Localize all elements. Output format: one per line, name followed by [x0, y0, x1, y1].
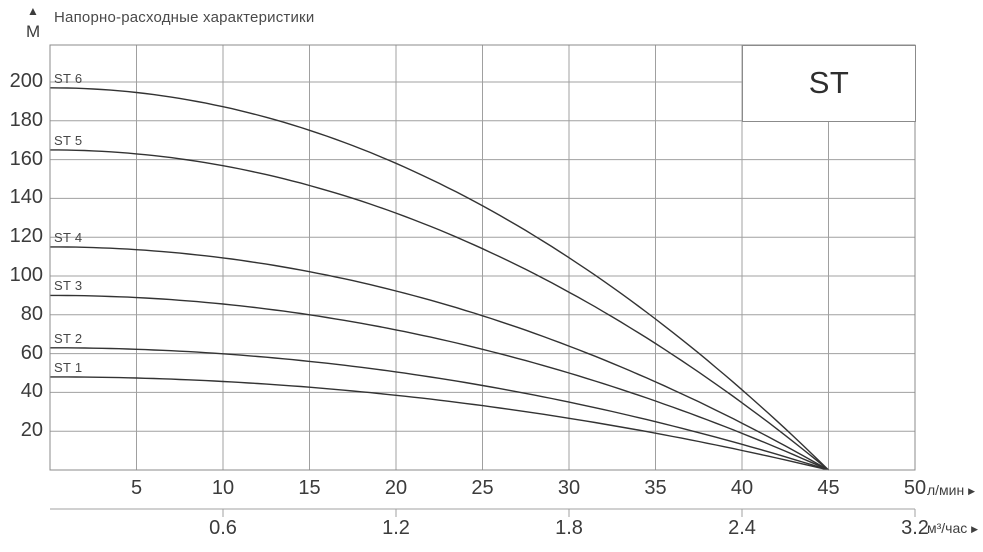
curve-st5 [50, 149, 829, 471]
curve-st2 [50, 347, 829, 471]
curve-st6 [49, 87, 829, 471]
series-family-label: ST [808, 65, 850, 101]
y-axis-unit: М [26, 22, 41, 41]
curve-st4 [50, 246, 829, 471]
chart-title: Напорно-расходные характеристики [54, 9, 315, 26]
curve-st3 [50, 294, 829, 471]
series-family-box: ST [742, 45, 916, 122]
curve-st1 [50, 376, 829, 471]
y-axis-arrow-icon: ▲ [27, 4, 39, 18]
